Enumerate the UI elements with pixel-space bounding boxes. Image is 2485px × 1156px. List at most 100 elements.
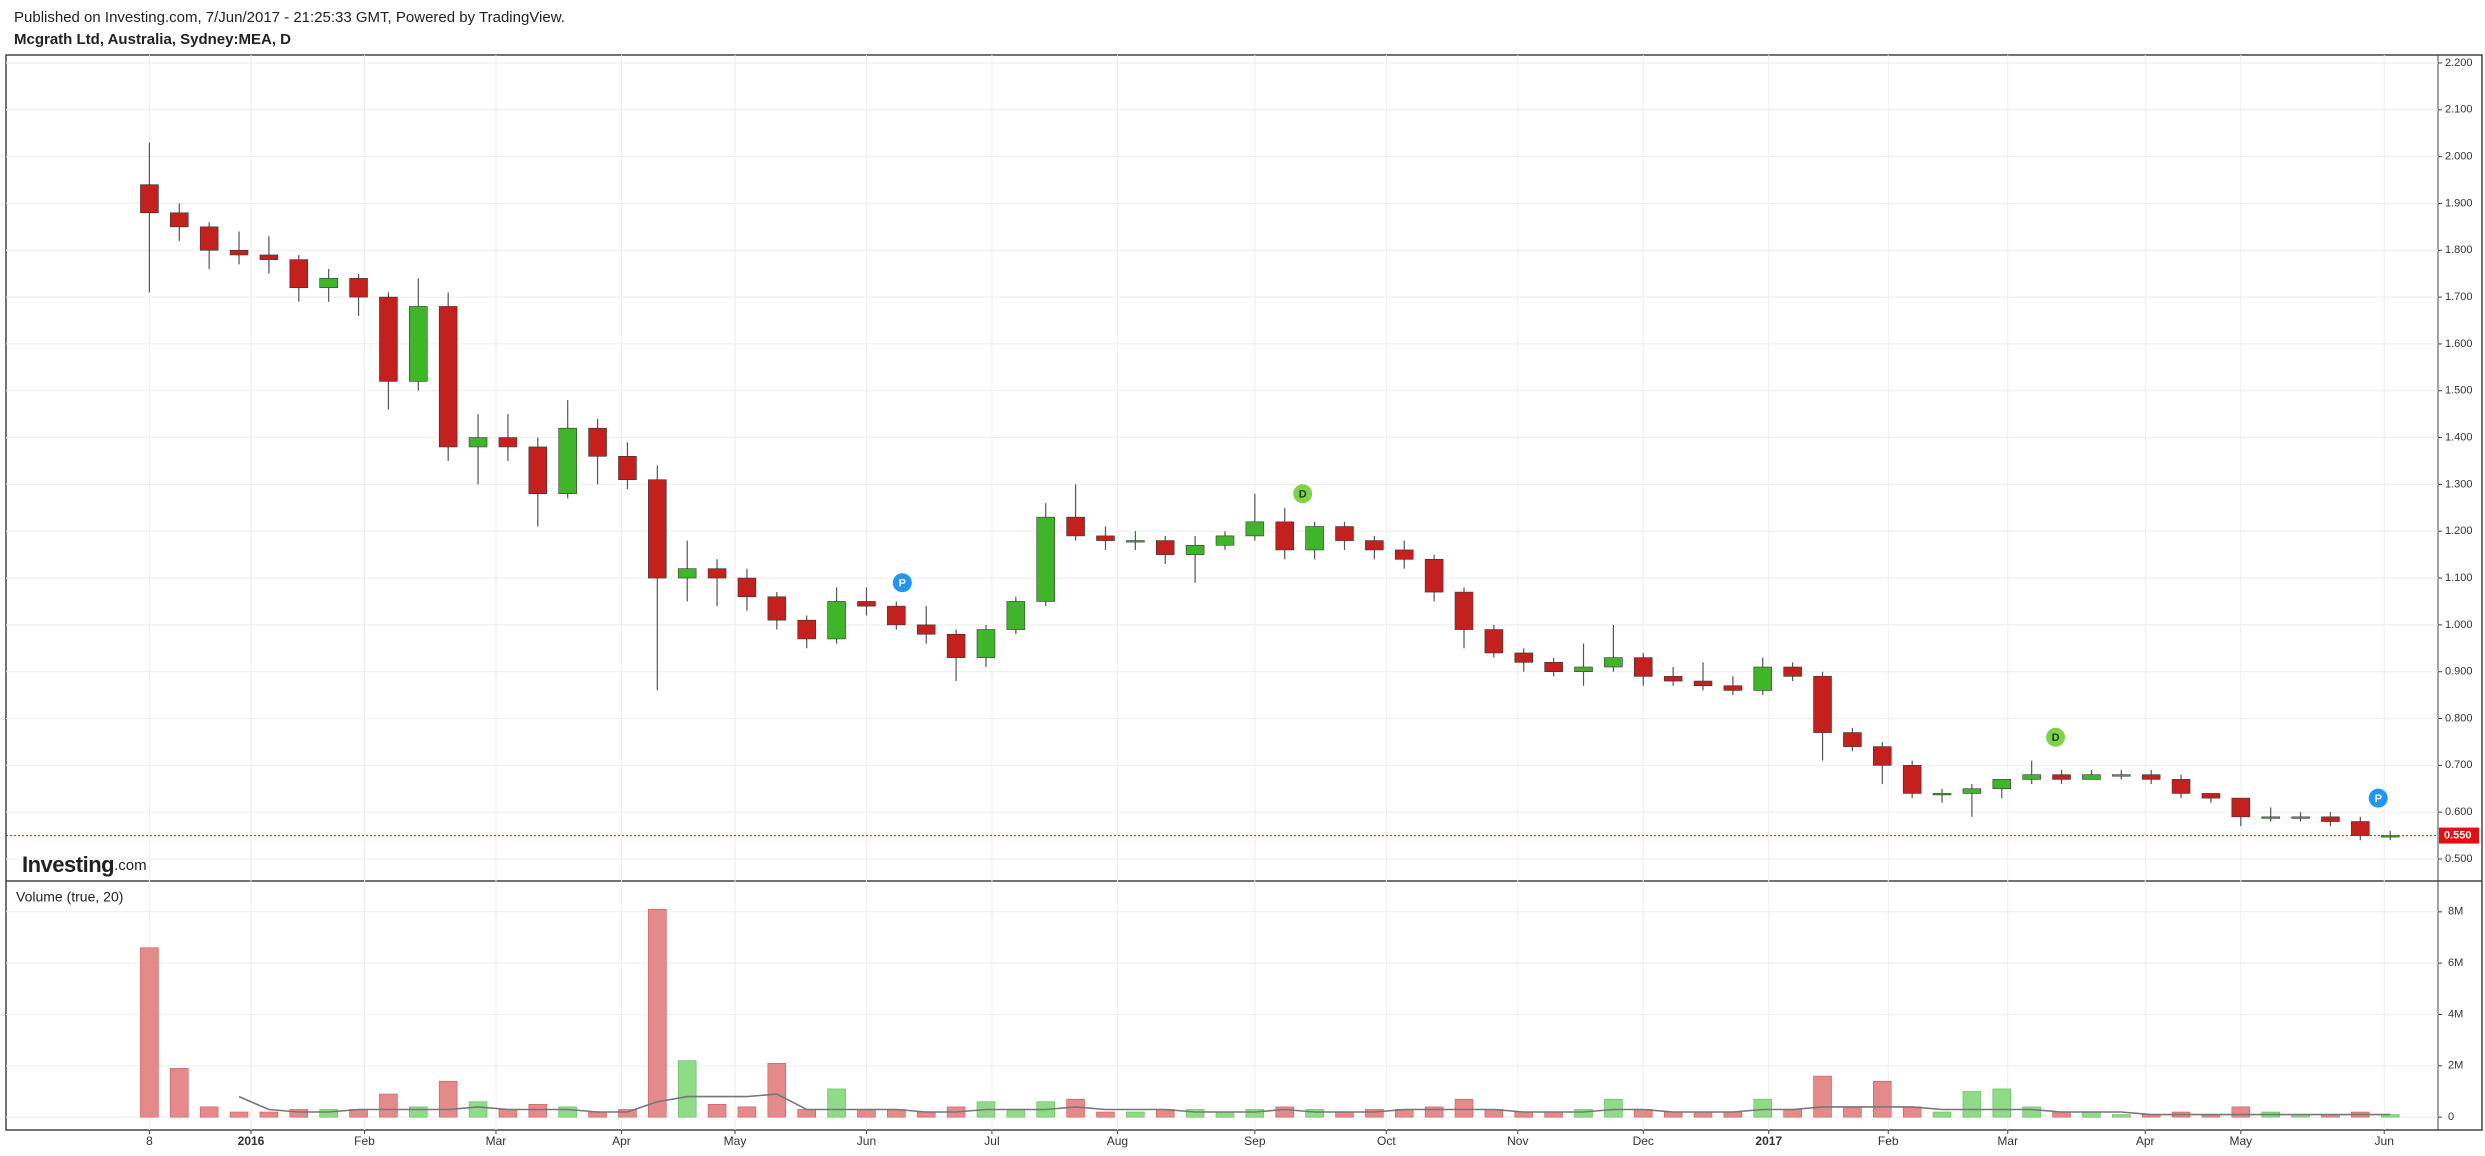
x-tick-label: Apr <box>2136 1134 2155 1148</box>
volume-bar <box>1693 1111 1713 1118</box>
volume-bar <box>199 1106 219 1118</box>
x-tick-label: Feb <box>354 1134 375 1148</box>
candle-body <box>2052 774 2071 780</box>
candle-body <box>1843 732 1862 747</box>
volume-bar <box>1663 1111 1683 1118</box>
y-tick-label: 1.800 <box>2445 244 2473 256</box>
candle-body <box>1902 765 1922 794</box>
candle-body <box>887 605 906 626</box>
volume-bar <box>1843 1106 1862 1118</box>
candle-body <box>1932 793 1952 796</box>
y-tick-label: 0.600 <box>2445 806 2473 818</box>
y-tick-label: 2.000 <box>2445 151 2473 163</box>
volume-bar <box>1185 1109 1205 1118</box>
candle-body <box>857 601 876 607</box>
volume-bar <box>409 1106 428 1118</box>
candle-body <box>1185 544 1205 555</box>
candle-body <box>170 212 189 228</box>
candle-body <box>2082 774 2101 780</box>
event-label: P <box>2375 793 2382 805</box>
volume-bar <box>2082 1111 2101 1118</box>
volume-bar <box>1873 1080 1892 1118</box>
candle-body <box>1604 657 1623 668</box>
candle-body <box>1275 521 1295 551</box>
y-tick-label: 0.800 <box>2445 712 2473 724</box>
last-price-label: 0.550 <box>2444 829 2472 841</box>
candle-body <box>498 437 518 448</box>
volume-bar <box>170 1068 189 1118</box>
volume-bar <box>1215 1111 1235 1118</box>
candle-body <box>1992 779 2012 790</box>
volume-tick-label: 6M <box>2448 957 2463 969</box>
volume-bar <box>468 1101 488 1118</box>
candle-body <box>1335 526 1354 541</box>
volume-bar <box>1574 1109 1593 1118</box>
volume-tick-label: 4M <box>2448 1008 2463 1020</box>
volume-bar <box>2112 1114 2131 1118</box>
x-tick-label: Jul <box>984 1134 999 1148</box>
volume-bar <box>1962 1091 1982 1118</box>
volume-bar <box>1006 1109 1026 1118</box>
candle-body <box>1544 662 1563 672</box>
volume-bar <box>1424 1106 1444 1118</box>
candle-body <box>1873 746 1892 766</box>
candle-body <box>1305 526 1324 551</box>
volume-bar <box>677 1060 697 1118</box>
x-tick-label: Feb <box>1878 1134 1899 1148</box>
x-tick-label: Jun <box>857 1134 876 1148</box>
volume-bar <box>1992 1088 2012 1118</box>
candle-body <box>1514 652 1534 663</box>
volume-bar <box>1245 1109 1265 1118</box>
candle-body <box>2291 816 2310 819</box>
event-label: P <box>899 578 906 590</box>
y-tick-label: 1.400 <box>2445 431 2473 443</box>
x-tick-label: Mar <box>1997 1134 2018 1148</box>
x-tick-label: May <box>724 1134 747 1148</box>
candle-body <box>588 427 607 457</box>
candle-body <box>916 624 936 635</box>
y-tick-label: 1.600 <box>2445 338 2473 350</box>
candle-body <box>1245 521 1265 537</box>
volume-bar <box>1723 1111 1743 1118</box>
volume-bar <box>498 1109 518 1118</box>
volume-bar <box>140 947 159 1118</box>
x-tick-label: Jun <box>2375 1134 2394 1148</box>
candle-body <box>1126 540 1145 543</box>
volume-bar <box>379 1093 398 1118</box>
volume-bar <box>1783 1109 1802 1118</box>
volume-bar <box>2022 1106 2041 1118</box>
x-tick-label: 2017 <box>1755 1134 1782 1148</box>
candle-body <box>1753 666 1773 691</box>
event-marker <box>892 573 912 593</box>
x-tick-label: Aug <box>1107 1134 1128 1148</box>
candle-body <box>468 437 488 448</box>
candle-body <box>946 633 966 658</box>
volume-bar <box>229 1111 249 1118</box>
event-marker <box>2046 727 2066 747</box>
candle-body <box>1454 591 1474 630</box>
volume-bar <box>259 1111 279 1118</box>
candle-body <box>797 619 816 640</box>
volume-bar <box>916 1111 936 1118</box>
candle-body <box>1574 666 1593 672</box>
candle-body <box>976 629 996 658</box>
candle-body <box>229 249 249 256</box>
candle-body <box>1006 601 1026 630</box>
watermark-suffix: .com <box>114 857 147 874</box>
candle-body <box>2261 816 2280 819</box>
volume-bar <box>827 1088 846 1118</box>
candle-body <box>528 446 548 495</box>
candle-body <box>438 306 458 448</box>
x-tick-label: Mar <box>486 1134 507 1148</box>
x-tick-label: May <box>2229 1134 2252 1148</box>
volume-bar <box>1454 1098 1474 1118</box>
x-tick-label: Apr <box>612 1134 631 1148</box>
candle-body <box>199 226 219 251</box>
candle-body <box>677 568 697 579</box>
candle-body <box>827 601 846 640</box>
volume-bar <box>1335 1111 1354 1118</box>
event-label: D <box>1299 489 1307 501</box>
candle-body <box>737 577 757 598</box>
candle-body <box>707 568 727 579</box>
candle-body <box>1096 535 1115 541</box>
